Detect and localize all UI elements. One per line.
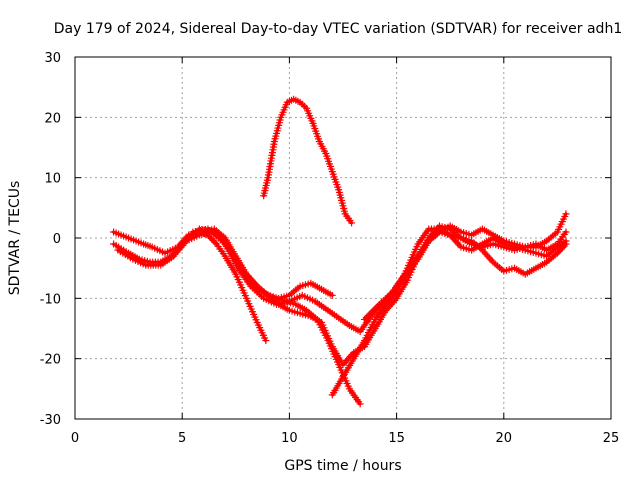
x-tick-label: 10 bbox=[281, 431, 298, 446]
series-group bbox=[110, 95, 570, 408]
axis-ticks: 0 5 10 15 20 25 -30 -20 -10 0 10 20 30 bbox=[40, 51, 620, 446]
series-markers bbox=[328, 225, 570, 399]
y-tick-label: 0 bbox=[53, 232, 61, 247]
y-tick-label: 20 bbox=[44, 111, 61, 126]
y-tick-label: -10 bbox=[40, 292, 61, 307]
y-tick-label: -30 bbox=[40, 413, 61, 428]
chart-title: Day 179 of 2024, Sidereal Day-to-day VTE… bbox=[54, 21, 622, 37]
series-markers bbox=[393, 228, 570, 290]
x-tick-label: 15 bbox=[388, 431, 405, 446]
series-track-8 bbox=[393, 228, 570, 290]
series-track-1 bbox=[110, 228, 270, 345]
x-tick-label: 0 bbox=[71, 431, 79, 446]
y-tick-label: 10 bbox=[44, 172, 61, 187]
series-markers bbox=[110, 228, 270, 345]
x-tick-label: 20 bbox=[496, 431, 513, 446]
series-line bbox=[112, 230, 268, 343]
y-tick-label: -20 bbox=[40, 353, 61, 368]
y-tick-label: 30 bbox=[44, 51, 61, 66]
x-axis-label: GPS time / hours bbox=[284, 458, 401, 474]
x-tick-label: 25 bbox=[603, 431, 620, 446]
grid-lines bbox=[75, 57, 611, 419]
series-track-9 bbox=[260, 95, 356, 227]
x-tick-label: 5 bbox=[178, 431, 186, 446]
y-axis-label: SDTVAR / TECUs bbox=[7, 181, 23, 296]
series-markers bbox=[260, 95, 356, 227]
